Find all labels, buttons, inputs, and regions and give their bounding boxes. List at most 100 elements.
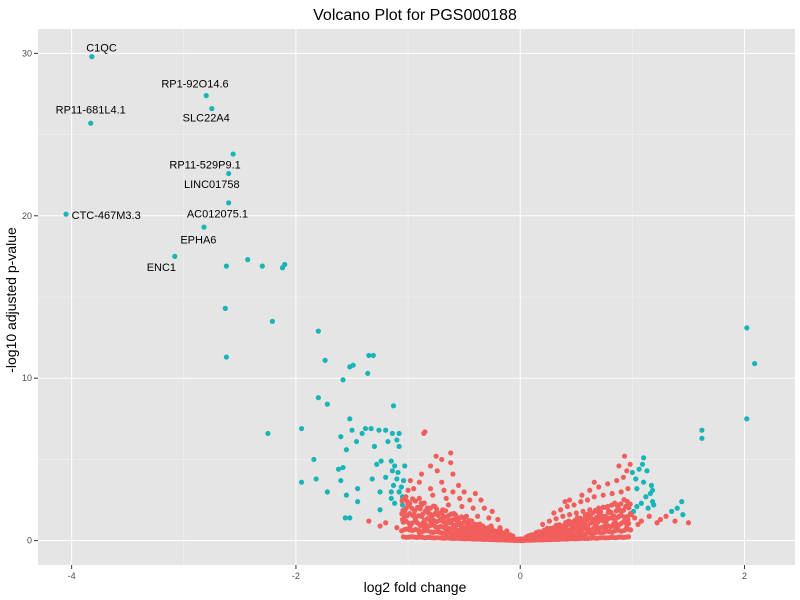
data-point <box>620 474 627 480</box>
data-point <box>489 508 495 514</box>
data-point <box>203 92 209 99</box>
data-point <box>448 450 454 456</box>
data-point <box>324 489 330 495</box>
data-point <box>641 455 647 461</box>
data-point <box>222 305 228 311</box>
data-point <box>388 458 394 464</box>
data-point <box>226 170 232 177</box>
data-point <box>415 505 421 511</box>
data-point <box>335 466 342 472</box>
data-point <box>744 416 750 422</box>
data-point <box>625 534 632 540</box>
y-tick-label: 30 <box>22 48 32 58</box>
data-point <box>646 513 652 519</box>
data-point <box>470 505 476 511</box>
data-point <box>618 489 624 495</box>
grid-lines <box>38 29 795 565</box>
data-point <box>378 458 384 464</box>
data-point <box>338 434 344 440</box>
data-point <box>347 416 353 422</box>
data-point <box>475 513 481 519</box>
data-point <box>340 377 346 383</box>
data-point <box>355 499 361 505</box>
data-point <box>223 263 230 269</box>
data-point <box>612 517 618 524</box>
data-point <box>627 501 633 507</box>
data-point <box>628 527 634 533</box>
data-point <box>571 502 577 508</box>
data-point <box>591 494 597 500</box>
data-point <box>412 498 418 504</box>
data-point <box>359 430 365 437</box>
data-point <box>427 463 434 469</box>
data-point <box>407 500 413 506</box>
data-point <box>377 507 383 513</box>
data-point <box>605 481 611 487</box>
data-point <box>311 456 317 463</box>
data-point <box>365 370 371 376</box>
data-point <box>349 427 355 433</box>
data-point <box>226 200 232 206</box>
data-point <box>581 519 587 526</box>
data-point <box>394 437 400 443</box>
data-point <box>209 105 215 112</box>
data-point <box>634 503 640 510</box>
data-point <box>245 257 251 263</box>
data-point <box>433 453 439 459</box>
data-point <box>600 492 606 498</box>
data-point <box>411 486 417 492</box>
data-point <box>427 486 434 492</box>
data-point <box>396 443 402 450</box>
data-point <box>647 490 653 497</box>
data-point <box>416 479 422 485</box>
data-point <box>621 507 627 513</box>
x-tick-label: 2 <box>742 571 747 581</box>
data-point <box>566 512 573 518</box>
x-tick-label: 0 <box>518 571 523 581</box>
data-point <box>418 471 425 477</box>
data-point <box>342 515 348 521</box>
data-point <box>560 513 566 519</box>
data-point <box>421 500 427 506</box>
data-point <box>657 516 664 523</box>
data-point <box>674 505 680 511</box>
data-point <box>347 515 353 521</box>
data-point <box>450 471 456 477</box>
chart-title: Volcano Plot for PGS000188 <box>313 7 517 24</box>
data-point <box>587 487 593 493</box>
data-point <box>551 510 557 516</box>
data-point <box>481 505 487 511</box>
data-point <box>172 253 178 259</box>
data-point <box>396 430 402 437</box>
data-point <box>634 486 640 492</box>
data-point <box>616 463 622 469</box>
point-annotation: RP11-681L4.1 <box>56 104 126 116</box>
data-point <box>629 469 635 476</box>
data-point <box>343 492 350 498</box>
data-point <box>399 502 406 508</box>
data-point <box>392 463 398 469</box>
data-point <box>390 482 397 489</box>
data-point <box>394 525 400 531</box>
data-point <box>635 521 641 527</box>
data-point <box>644 468 650 474</box>
data-point <box>558 507 564 513</box>
data-point <box>633 476 639 482</box>
point-annotation: AC012075.1 <box>187 208 248 220</box>
data-point <box>324 401 330 407</box>
data-point <box>398 484 404 490</box>
data-point <box>461 489 467 495</box>
data-point <box>626 520 632 527</box>
data-point <box>591 479 597 485</box>
data-point <box>389 430 395 437</box>
data-point <box>669 508 675 514</box>
data-point <box>416 495 422 502</box>
data-point <box>443 508 449 514</box>
data-point <box>350 362 356 368</box>
data-point <box>579 492 585 498</box>
point-annotation: RP11-529P9.1 <box>169 160 240 172</box>
data-point <box>383 427 389 433</box>
data-point <box>370 352 376 359</box>
data-point <box>566 497 573 503</box>
y-tick-label: 20 <box>22 211 32 221</box>
